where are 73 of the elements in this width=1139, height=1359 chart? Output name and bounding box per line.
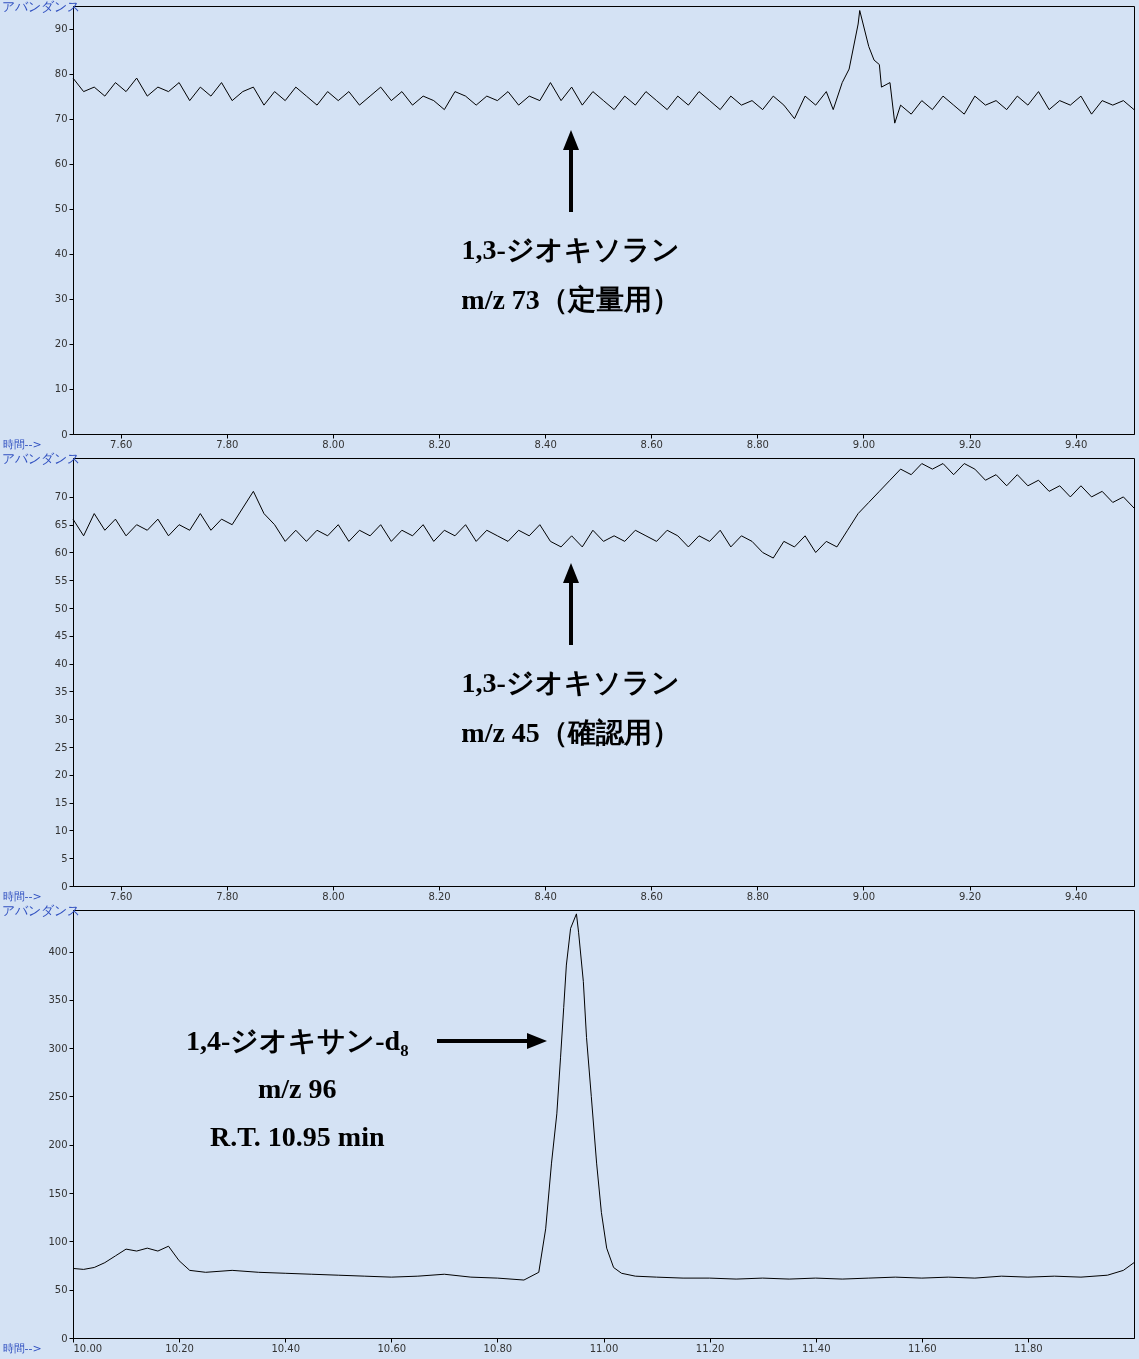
y-tick-label: 10 [54, 383, 68, 395]
y-tick-label: 0 [61, 428, 68, 440]
x-tick-label: 8.20 [428, 890, 451, 902]
annotation: 1,3-ジオキソラン m/z 73（定量用） [461, 233, 680, 318]
x-tick-label: 8.00 [322, 438, 345, 450]
x-tick-label: 8.40 [534, 438, 557, 450]
y-tick-label: 0 [61, 880, 68, 892]
y-tick-label: 350 [48, 994, 68, 1006]
y-tick-label: 70 [54, 491, 68, 503]
x-tick-label: 8.00 [322, 890, 345, 902]
x-tick-label: 11.60 [907, 1342, 937, 1354]
y-tick-label: 30 [54, 713, 68, 725]
y-tick-label: 15 [54, 797, 68, 809]
y-tick-label: 35 [54, 685, 68, 697]
x-tick-label: 9.00 [852, 438, 876, 450]
x-tick-label: 7.60 [110, 890, 133, 902]
x-tick-label: 11.80 [1014, 1342, 1043, 1354]
y-tick-label: 50 [54, 1284, 68, 1296]
y-tick-label: 45 [54, 630, 68, 642]
y-tick-label: 55 [54, 574, 68, 586]
y-tick-label: 20 [54, 769, 68, 781]
y-tick-label: 25 [54, 741, 68, 753]
x-axis-title: 時間--> [2, 1341, 42, 1355]
x-tick-label: 9.40 [1065, 438, 1088, 450]
x-tick-label: 8.80 [746, 438, 769, 450]
y-tick-label: 20 [54, 338, 68, 350]
y-tick-label: 5 [61, 852, 68, 864]
y-tick-label: 0 [61, 1332, 68, 1344]
y-tick-label: 40 [54, 658, 68, 670]
y-tick-label: 200 [48, 1139, 68, 1151]
annotation: 1,4-ジオキサン-d₈ m/z 96 R.T. 10.95 min [185, 1023, 409, 1153]
y-tick-label: 30 [54, 293, 68, 305]
x-axis-title: 時間--> [2, 889, 42, 903]
y-tick-label: 70 [54, 113, 68, 125]
x-tick-label: 9.20 [958, 438, 982, 450]
x-axis-title: 時間--> [2, 437, 42, 451]
x-tick-label: 7.60 [110, 438, 133, 450]
x-tick-label: 9.00 [852, 890, 876, 902]
x-tick-label: 9.40 [1065, 890, 1088, 902]
x-tick-label: 11.00 [589, 1342, 619, 1354]
y-tick-label: 80 [54, 68, 68, 80]
x-tick-label: 11.20 [695, 1342, 725, 1354]
y-tick-label: 10 [54, 824, 68, 836]
y-tick-label: 90 [54, 23, 68, 35]
y-tick-label: 60 [54, 546, 68, 558]
x-tick-label: 10.20 [165, 1342, 194, 1354]
annotation: 1,3-ジオキソラン m/z 45（確認用） [461, 665, 680, 750]
x-tick-label: 10.00 [73, 1342, 103, 1354]
y-tick-label: 250 [48, 1090, 68, 1102]
x-tick-label: 7.80 [216, 890, 239, 902]
x-tick-label: 10.40 [271, 1342, 301, 1354]
x-tick-label: 7.80 [216, 438, 239, 450]
y-tick-label: 60 [54, 158, 68, 170]
x-tick-label: 8.60 [640, 890, 663, 902]
x-tick-label: 8.40 [534, 890, 557, 902]
y-tick-label: 65 [54, 519, 68, 531]
x-tick-label: 9.20 [958, 890, 982, 902]
y-tick-label: 100 [48, 1235, 68, 1247]
y-tick-label: 40 [54, 248, 68, 260]
y-axis-title: アバンダンス [1, 0, 80, 14]
y-tick-label: 150 [48, 1187, 68, 1199]
x-tick-label: 10.60 [377, 1342, 407, 1354]
x-tick-label: 8.20 [428, 438, 451, 450]
y-tick-label: 50 [54, 203, 68, 215]
x-tick-label: 11.40 [801, 1342, 831, 1354]
x-tick-label: 8.80 [746, 890, 769, 902]
y-axis-title: アバンダンス [1, 450, 80, 466]
y-tick-label: 50 [54, 602, 68, 614]
y-axis-title: アバンダンス [1, 902, 80, 918]
x-tick-label: 10.80 [483, 1342, 513, 1354]
y-tick-label: 400 [48, 946, 68, 958]
x-tick-label: 8.60 [640, 438, 663, 450]
y-tick-label: 300 [48, 1042, 68, 1054]
